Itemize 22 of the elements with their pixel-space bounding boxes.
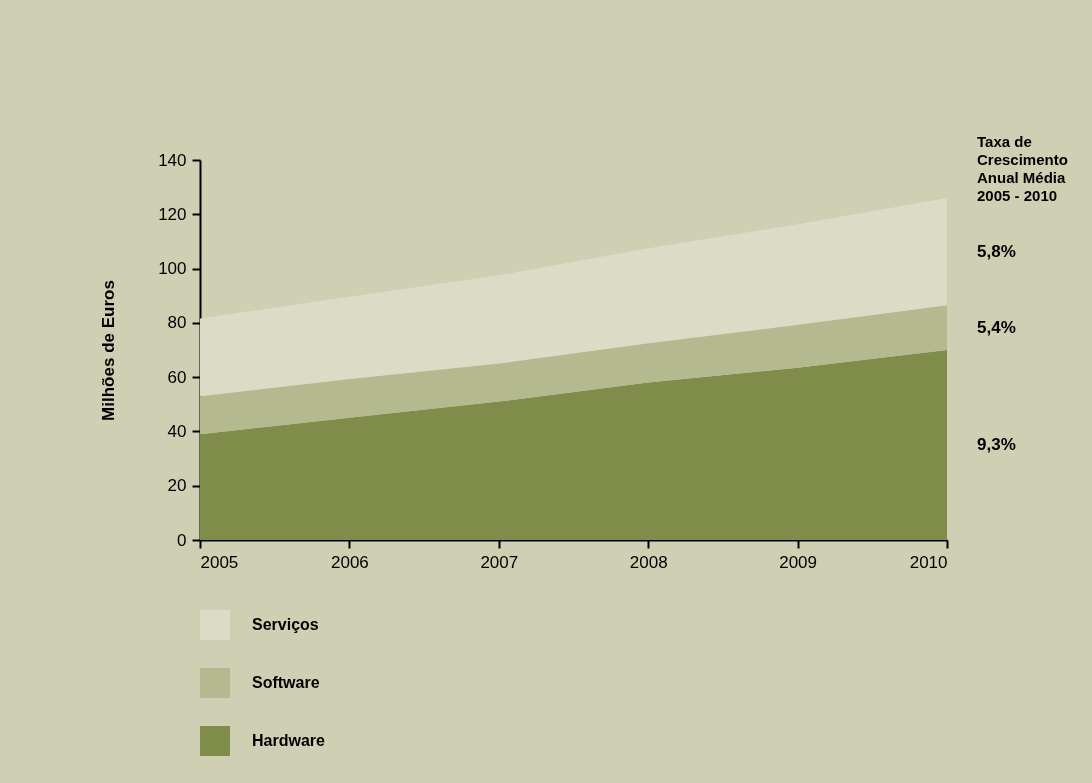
x-tick-label: 2007 bbox=[480, 552, 519, 572]
x-tick-label: 2009 bbox=[779, 552, 818, 572]
y-axis-title: Milhões de Euros bbox=[99, 280, 119, 421]
x-tick-label: 2005 bbox=[200, 552, 239, 572]
y-tick-label: 140 bbox=[158, 150, 187, 170]
y-tick-label: 100 bbox=[158, 259, 187, 279]
y-tick-label: 20 bbox=[167, 476, 187, 496]
y-tick-label: 60 bbox=[167, 367, 187, 387]
text: Taxa de Crescimento Anual Média 2005 - 2010 bbox=[977, 133, 1068, 204]
legend-label: Serviços bbox=[252, 616, 319, 633]
y-tick-label: 120 bbox=[158, 204, 187, 224]
x-tick-label: 2008 bbox=[629, 552, 668, 572]
text: 9,3% bbox=[977, 435, 1016, 454]
x-tick-label: 2010 bbox=[909, 552, 948, 572]
text: 5,8% bbox=[977, 241, 1016, 261]
y-tick-label: 40 bbox=[167, 421, 187, 441]
legend-label: Hardware bbox=[252, 732, 326, 749]
x-tick-label: 2006 bbox=[330, 552, 369, 572]
legend-label: Software bbox=[252, 674, 320, 691]
text: 5,4% bbox=[977, 317, 1016, 337]
y-tick-label: 80 bbox=[167, 313, 187, 333]
y-tick-label: 0 bbox=[177, 530, 187, 550]
